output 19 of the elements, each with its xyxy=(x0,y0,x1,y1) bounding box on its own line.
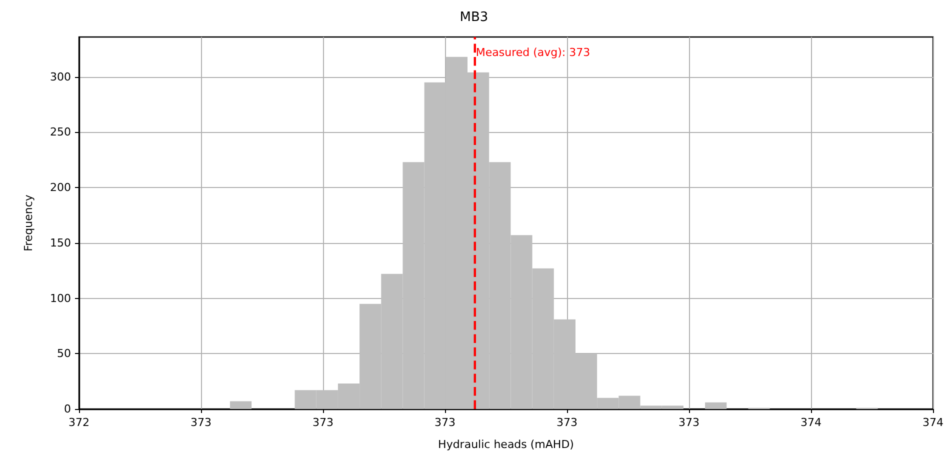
x-tick-label: 374 xyxy=(800,416,822,429)
y-tick-label: 200 xyxy=(50,181,71,194)
y-tick-label: 300 xyxy=(50,70,71,84)
x-tick-label: 373 xyxy=(434,416,456,429)
x-axis-title: Hydraulic heads (mAHD) xyxy=(438,438,574,451)
x-tick-label: 373 xyxy=(678,416,700,429)
y-tick-label: 50 xyxy=(57,347,71,360)
x-tick-label: 373 xyxy=(556,416,578,429)
y-tick-label: 150 xyxy=(50,236,71,250)
chart-title: MB3 xyxy=(460,10,488,25)
y-tick-label: 250 xyxy=(50,126,71,139)
x-tick-label: 373 xyxy=(312,416,334,429)
ref-line-label: Measured (avg): 373 xyxy=(476,46,590,59)
y-tick-label: 0 xyxy=(64,402,71,416)
y-tick-label: 100 xyxy=(50,292,71,305)
y-axis-title: Frequency xyxy=(22,194,35,252)
x-tick-label: 372 xyxy=(68,416,90,429)
x-tick-label: 373 xyxy=(190,416,212,429)
x-tick-label: 374 xyxy=(922,416,944,429)
